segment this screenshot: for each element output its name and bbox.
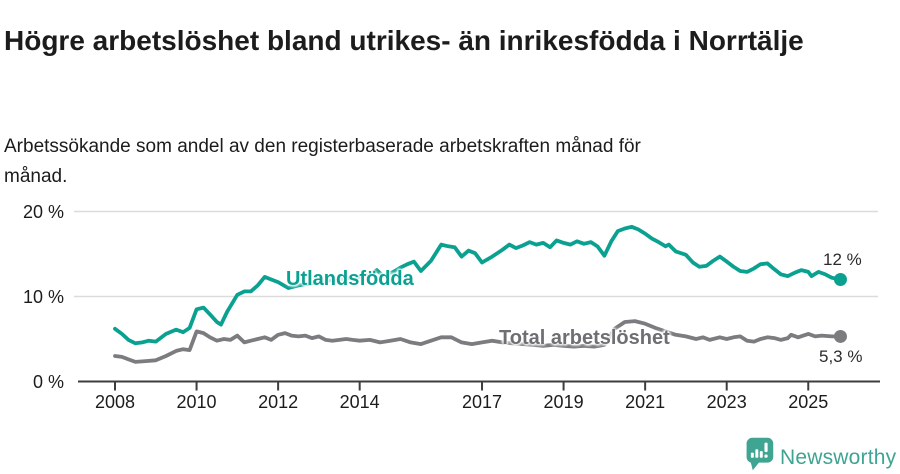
newsworthy-logo[interactable]: Newsworthy [738, 434, 896, 474]
page-title: Högre arbetslöshet bland utrikes- än inr… [4, 24, 804, 56]
series-label-total-arbetsloshet: Total arbetslöshet [499, 327, 670, 349]
y-tick-label: 10 % [22, 286, 64, 307]
x-tick-label: 2021 [625, 392, 666, 412]
x-tick-label: 2023 [706, 392, 747, 412]
x-tick-label: 2008 [94, 392, 136, 412]
x-tick-label: 2019 [543, 392, 584, 412]
series-label-utlandsfodda: Utlandsfödda [286, 268, 414, 290]
chart-subtitle: Arbetssökande som andel av den registerb… [4, 136, 641, 187]
end-dot-utlandsfodda [833, 273, 847, 286]
y-tick-label: 0 % [32, 371, 64, 392]
x-tick-label: 2025 [788, 392, 829, 412]
x-tick-label: 2010 [176, 392, 217, 412]
end-dot-total-arbetsloshet [833, 329, 847, 343]
x-tick-label: 2014 [339, 392, 380, 412]
y-tick-label: 20 % [22, 201, 64, 222]
x-tick-label: 2017 [461, 392, 503, 412]
series-line-total-arbetsloshet [113, 319, 843, 364]
speech-bubble-bar-chart-icon [746, 437, 774, 471]
end-value-label-total-arbetsloshet: 5,3 % [819, 347, 863, 366]
end-value-label-utlandsfodda: 12 % [823, 250, 862, 269]
brand-name: Newsworthy [780, 446, 897, 469]
x-tick-label: 2012 [258, 392, 299, 412]
series-line-utlandsfodda [113, 224, 843, 346]
